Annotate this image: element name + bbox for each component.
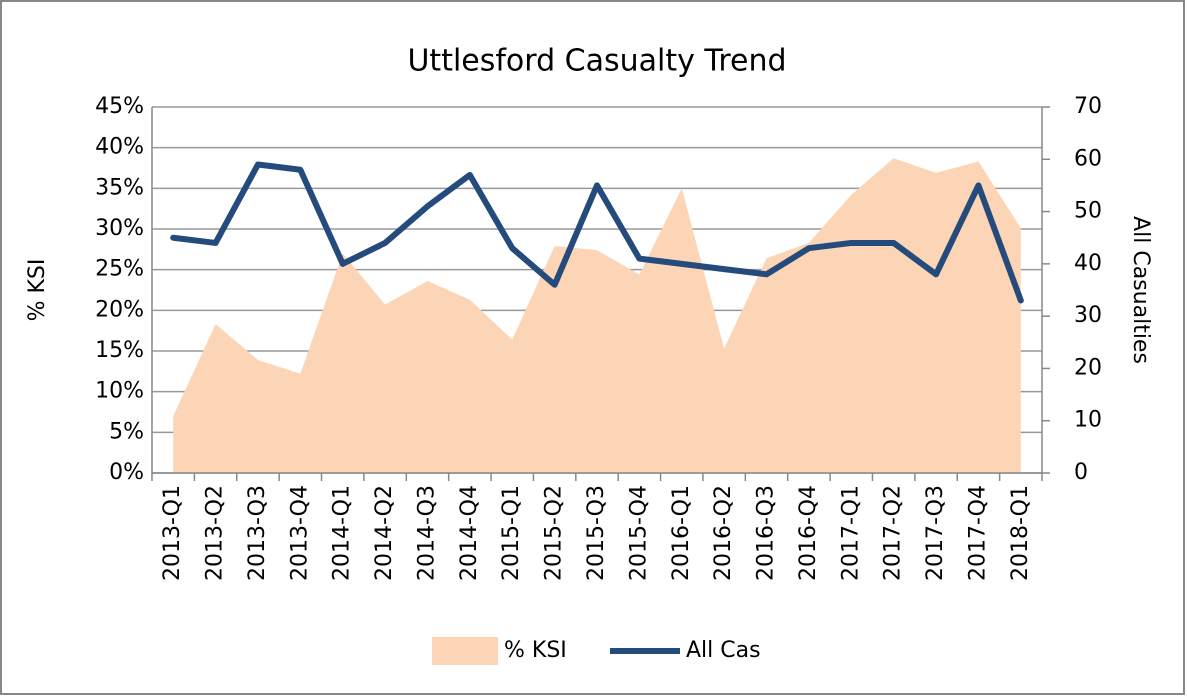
x-tick-label: 2015-Q3 xyxy=(584,485,609,581)
x-tick-label: 2016-Q3 xyxy=(754,485,779,581)
legend-swatch xyxy=(432,637,498,665)
x-tick-label: 2016-Q2 xyxy=(711,485,736,581)
x-tick-label: 2014-Q3 xyxy=(414,485,439,581)
x-tick-label: 2015-Q1 xyxy=(499,485,524,581)
x-tick-label: 2014-Q1 xyxy=(330,485,355,581)
x-tick-label: 2015-Q4 xyxy=(626,485,651,581)
line xyxy=(170,161,1024,304)
x-tick-label: 2013-Q4 xyxy=(287,485,312,581)
x-tick-label: 2017-Q3 xyxy=(923,485,948,581)
y-tick-label: 15% xyxy=(95,338,144,363)
y-tick-label: 30% xyxy=(95,216,144,241)
x-tick-label: 2017-Q4 xyxy=(965,485,990,581)
y2-axis-label: All Casualties xyxy=(1128,216,1153,364)
y2-tick-label: 30 xyxy=(1074,303,1102,328)
y2-tick-label: 10 xyxy=(1074,408,1102,433)
y2-tick-label: 40 xyxy=(1074,251,1102,276)
y-tick-label: 35% xyxy=(95,175,144,200)
y-tick-label: 45% xyxy=(95,94,144,119)
y-axis-label: % KSI xyxy=(25,259,50,322)
y-tick-label: 0% xyxy=(109,460,144,485)
x-tick-label: 2016-Q4 xyxy=(796,485,821,581)
y-tick-label: 10% xyxy=(95,379,144,404)
y2-tick-label: 70 xyxy=(1074,94,1102,119)
y-tick-label: 25% xyxy=(95,257,144,282)
x-tick-label: 2016-Q1 xyxy=(669,485,694,581)
y2-tick-label: 20 xyxy=(1074,355,1102,380)
x-tick-label: 2018-Q1 xyxy=(1008,485,1033,581)
chart-title: Uttlesford Casualty Trend xyxy=(407,44,786,79)
x-tick-label: 2014-Q2 xyxy=(372,485,397,581)
x-tick-label: 2015-Q2 xyxy=(542,485,567,581)
y2-tick-label: 60 xyxy=(1074,146,1102,171)
x-tick-label: 2017-Q2 xyxy=(881,485,906,581)
y-tick-label: 5% xyxy=(109,419,144,444)
x-tick-label: 2014-Q4 xyxy=(457,485,482,581)
legend-label: % KSI xyxy=(504,638,567,663)
legend-label: All Cas xyxy=(686,638,761,663)
y2-tick-label: 50 xyxy=(1074,199,1102,224)
y-tick-label: 40% xyxy=(95,135,144,160)
y2-tick-label: 0 xyxy=(1074,460,1088,485)
y-tick-label: 20% xyxy=(95,297,144,322)
x-tick-label: 2013-Q2 xyxy=(203,485,228,581)
x-tick-label: 2013-Q3 xyxy=(245,485,270,581)
x-tick-label: 2017-Q1 xyxy=(838,485,863,581)
area xyxy=(173,158,1021,474)
x-tick-label: 2013-Q1 xyxy=(160,485,185,581)
